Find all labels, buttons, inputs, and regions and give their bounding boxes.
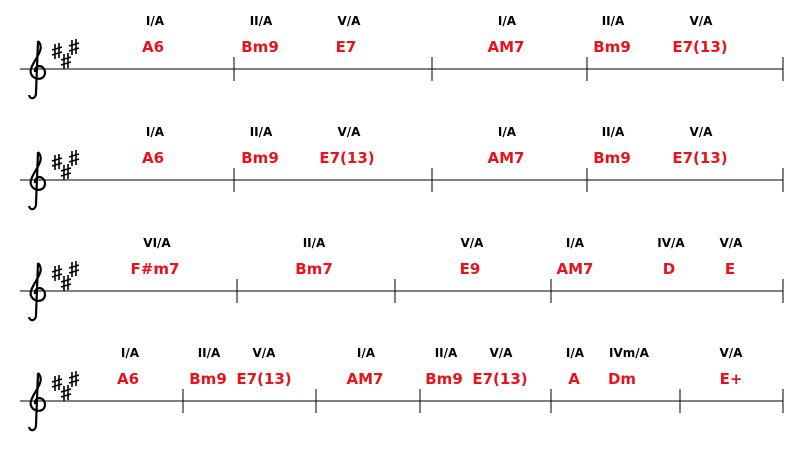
chord-degree: V/A <box>461 236 485 250</box>
chord-symbol: Bm7 <box>295 260 333 278</box>
chord-symbol: Bm9 <box>593 149 631 167</box>
treble-clef <box>27 151 47 211</box>
sharp <box>68 39 80 55</box>
chord-symbol: E7 <box>336 38 357 56</box>
chord-degree: I/A <box>146 14 165 28</box>
chord-degree: II/A <box>250 14 273 28</box>
chord-symbol: AM7 <box>347 370 384 388</box>
chord-degree: II/A <box>435 346 458 360</box>
chord-degree: I/A <box>121 346 140 360</box>
chord-degree: IVm/A <box>609 346 650 360</box>
chord-degree: IV/A <box>657 236 685 250</box>
chord-degree: V/A <box>690 14 714 28</box>
chord-symbol: AM7 <box>488 38 525 56</box>
system: VI/A F#m7 II/A Bm7 V/A E9 I/A AM7 IV/A D V/A E <box>20 236 784 322</box>
chord-symbol: A6 <box>117 370 139 388</box>
chord-degree: II/A <box>602 14 625 28</box>
chord-degree: V/A <box>490 346 514 360</box>
treble-clef <box>27 262 47 322</box>
sharp <box>68 150 80 166</box>
chord-degree: V/A <box>338 125 362 139</box>
chord-degree: I/A <box>566 236 585 250</box>
chord-symbol: AM7 <box>557 260 594 278</box>
chord-symbol: E+ <box>720 370 743 388</box>
treble-clef <box>27 372 47 432</box>
chord-symbol: Bm9 <box>593 38 631 56</box>
sharp <box>60 164 72 180</box>
chord-symbol: Dm <box>608 370 636 388</box>
chord-symbol: E9 <box>460 260 481 278</box>
sharp <box>60 385 72 401</box>
chord-symbol: AM7 <box>488 149 525 167</box>
chord-symbol: Bm9 <box>241 149 279 167</box>
system: I/A A6 II/A Bm9 V/A E7(13) I/A AM7 II/A Bm9 V/A E7(… <box>20 346 784 432</box>
chord-symbol: A <box>568 370 580 388</box>
sharp <box>51 43 63 59</box>
chord-degree: II/A <box>303 236 326 250</box>
chord-symbol: E <box>725 260 735 278</box>
sharp <box>68 261 80 277</box>
sharp <box>51 375 63 391</box>
chord-degree: V/A <box>720 236 744 250</box>
chord-symbol: A6 <box>142 38 164 56</box>
chord-degree: I/A <box>357 346 376 360</box>
sharp <box>60 53 72 69</box>
sharp <box>51 265 63 281</box>
chord-degree: I/A <box>146 125 165 139</box>
chord-degree: I/A <box>498 14 517 28</box>
chord-degree: VI/A <box>143 236 171 250</box>
treble-clef <box>27 40 47 100</box>
chord-symbol: E7(13) <box>672 38 727 56</box>
sharp <box>51 154 63 170</box>
chord-symbol: F#m7 <box>131 260 180 278</box>
chord-degree: I/A <box>566 346 585 360</box>
chord-degree: V/A <box>338 14 362 28</box>
chord-symbol: E7(13) <box>319 149 374 167</box>
chord-symbol: Bm9 <box>241 38 279 56</box>
chord-degree: V/A <box>720 346 744 360</box>
chord-symbol: D <box>663 260 675 278</box>
sharp <box>68 371 80 387</box>
chord-symbol: E7(13) <box>236 370 291 388</box>
system: I/A A6 II/A Bm9 V/A E7(13) I/A AM7 II/A Bm9 V/A E7(… <box>20 125 784 211</box>
chord-degree: V/A <box>690 125 714 139</box>
chord-degree: II/A <box>250 125 273 139</box>
system: I/A A6 II/A Bm9 V/A E7 I/A AM7 II/A Bm9 V/A E7(13) <box>20 14 784 100</box>
chord-symbol: E7(13) <box>472 370 527 388</box>
chord-symbol: Bm9 <box>425 370 463 388</box>
chord-symbol: A6 <box>142 149 164 167</box>
chord-degree: II/A <box>198 346 221 360</box>
chord-degree: V/A <box>253 346 277 360</box>
chord-symbol: E7(13) <box>672 149 727 167</box>
sharp <box>60 275 72 291</box>
chord-degree: I/A <box>498 125 517 139</box>
chord-degree: II/A <box>602 125 625 139</box>
chord-symbol: Bm9 <box>189 370 227 388</box>
